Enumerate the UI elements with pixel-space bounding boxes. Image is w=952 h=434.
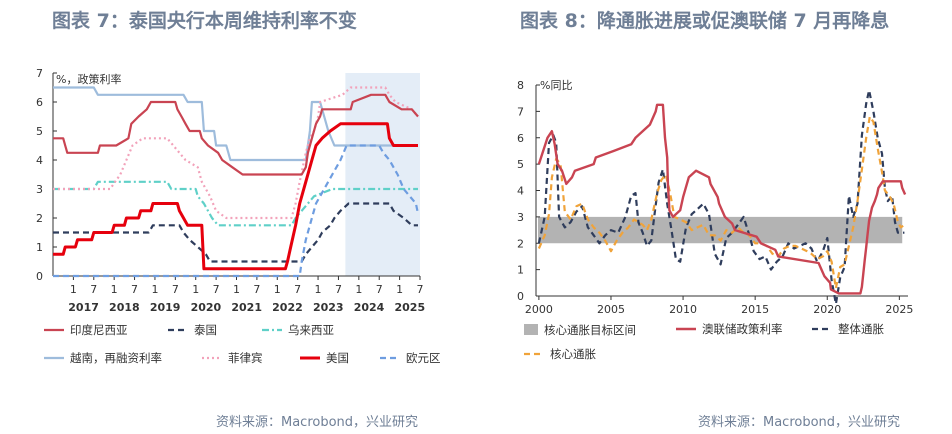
right-y-tick-label: 7 xyxy=(517,105,524,118)
left-month-label: 7 xyxy=(90,283,97,296)
left-chart-title: 图表 7：泰国央行本周维持利率不变 xyxy=(52,10,357,32)
left-month-label: 7 xyxy=(294,283,301,296)
left-month-label: 1 xyxy=(151,283,158,296)
left-month-label: 1 xyxy=(355,283,362,296)
left-year-label: 2025 xyxy=(394,301,425,314)
left-legend-label: 欧元区 xyxy=(406,351,441,365)
left-series-line-3 xyxy=(53,86,418,162)
left-y-tick-label: 0 xyxy=(36,270,43,283)
left-month-label: 1 xyxy=(192,283,199,296)
left-month-label: 1 xyxy=(233,283,240,296)
left-month-label: 1 xyxy=(70,283,77,296)
left-series-line-5 xyxy=(53,122,418,271)
left-unit-label: %，政策利率 xyxy=(56,72,121,86)
left-y-tick-label: 3 xyxy=(36,183,43,196)
left-month-label: 7 xyxy=(376,283,383,296)
left-legend-label: 美国 xyxy=(326,351,349,365)
right-x-tick-label: 2015 xyxy=(741,303,769,316)
left-y-tick-label: 5 xyxy=(36,125,43,138)
left-month-label: 7 xyxy=(253,283,260,296)
right-x-tick-label: 2010 xyxy=(669,303,697,316)
right-source-note: 资料来源：Macrobond，兴业研究 xyxy=(698,415,901,430)
right-series-line-1 xyxy=(537,89,905,305)
right-unit-label: %同比 xyxy=(540,79,572,92)
right-legend-label: 核心通胀 xyxy=(550,347,596,361)
right-chart: 0 1 2 3 4 5 6 7 8 2000 2005 2010 2015 2020 2025 %同比 核心… xyxy=(517,79,913,361)
right-x-tick-label: 2025 xyxy=(885,303,913,316)
right-series-line-0 xyxy=(537,103,907,295)
right-y-tick-label: 8 xyxy=(517,79,524,92)
right-legend-swatch xyxy=(524,324,538,335)
left-year-label: 2019 xyxy=(150,301,181,314)
right-x-tick-label: 2005 xyxy=(597,303,625,316)
right-y-tick-label: 4 xyxy=(517,185,524,198)
right-legend-label: 整体通胀 xyxy=(838,322,884,336)
right-y-tick-label: 2 xyxy=(517,237,524,250)
left-month-label: 1 xyxy=(111,283,118,296)
left-month-label: 1 xyxy=(274,283,281,296)
right-x-tick-label: 2020 xyxy=(813,303,841,316)
right-x-tick-label: 2000 xyxy=(525,303,553,316)
left-month-label: 7 xyxy=(417,283,424,296)
left-year-label: 2024 xyxy=(354,301,385,314)
left-year-label: 2020 xyxy=(191,301,222,314)
right-y-tick-label: 5 xyxy=(517,158,524,171)
left-month-label: 7 xyxy=(335,283,342,296)
left-year-label: 2022 xyxy=(272,301,303,314)
left-series-line-0 xyxy=(53,93,419,176)
left-year-label: 2018 xyxy=(109,301,140,314)
right-series-line-2 xyxy=(537,115,906,290)
right-y-tick-label: 3 xyxy=(517,211,524,224)
left-y-tick-label: 1 xyxy=(36,241,43,254)
left-legend-label: 越南，再融资利率 xyxy=(70,351,162,365)
left-month-label: 7 xyxy=(213,283,220,296)
left-year-label: 2023 xyxy=(313,301,344,314)
left-series-line-4 xyxy=(53,86,419,220)
left-year-label: 2021 xyxy=(231,301,262,314)
right-legend-label: 核心通胀目标区间 xyxy=(544,323,636,337)
left-legend-label: 乌来西亚 xyxy=(288,323,334,337)
left-series-line-2 xyxy=(53,180,418,227)
left-source-note: 资料来源：Macrobond，兴业研究 xyxy=(216,415,419,430)
right-y-tick-label: 0 xyxy=(517,290,524,303)
right-chart-title: 图表 8：降通胀进展或促澳联储 7 月再降息 xyxy=(520,10,890,32)
left-month-label: 7 xyxy=(131,283,138,296)
left-y-tick-label: 6 xyxy=(36,96,43,109)
right-y-tick-label: 6 xyxy=(517,132,524,145)
left-legend-label: 印度尼西亚 xyxy=(70,323,128,337)
left-legend-label: 泰国 xyxy=(194,323,217,337)
left-legend-label: 菲律宾 xyxy=(228,351,263,365)
left-y-tick-label: 4 xyxy=(36,154,43,167)
left-month-label: 7 xyxy=(172,283,179,296)
left-series-line-6 xyxy=(53,144,420,278)
right-y-tick-label: 1 xyxy=(517,264,524,277)
right-legend-label: 澳联储政策利率 xyxy=(702,322,783,336)
left-month-label: 1 xyxy=(396,283,403,296)
left-y-tick-label: 2 xyxy=(36,212,43,225)
left-month-label: 1 xyxy=(315,283,322,296)
left-y-tick-label: 7 xyxy=(36,67,43,80)
left-year-label: 2017 xyxy=(68,301,99,314)
